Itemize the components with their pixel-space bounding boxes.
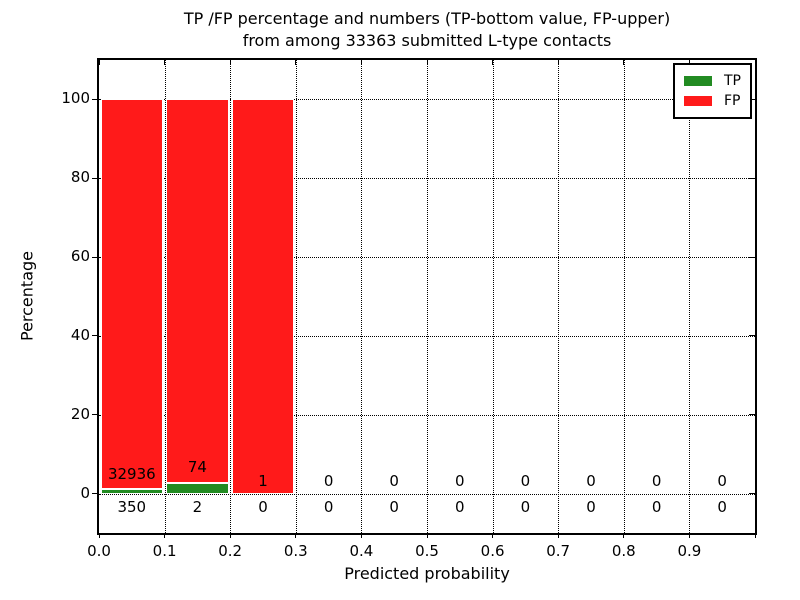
- fp-count-annotation: 32936: [107, 464, 156, 483]
- legend-item-tp: TP: [684, 71, 741, 91]
- fp-count-annotation: 0: [520, 471, 531, 490]
- x-tick-label: 0.5: [415, 542, 439, 560]
- bar-tp-segment: [100, 489, 164, 494]
- y-axis-label: Percentage: [17, 250, 37, 342]
- tp-count-annotation: 0: [520, 497, 531, 516]
- fp-count-annotation: 0: [717, 471, 727, 490]
- x-tick-mark: [98, 533, 100, 538]
- legend-label: TP: [724, 73, 741, 89]
- x-tick-label: 0.6: [480, 542, 505, 560]
- tp-count-annotation: 2: [192, 497, 203, 516]
- x-tick-mark: [426, 533, 428, 538]
- fp-count-annotation: 0: [586, 471, 596, 490]
- x-tick-mark: [360, 533, 362, 538]
- x-tick-label: 0.8: [611, 542, 636, 560]
- tp-count-annotation: 0: [717, 497, 727, 516]
- gridline-vertical: [361, 60, 363, 533]
- tp-count-annotation: 0: [323, 497, 334, 516]
- x-tick-label: 0.9: [677, 542, 702, 560]
- gridline-vertical: [689, 60, 691, 533]
- fp-count-annotation: 0: [651, 471, 662, 490]
- x-tick-mark: [688, 533, 690, 538]
- x-tick-mark: [754, 533, 756, 538]
- x-tick-mark: [164, 533, 166, 538]
- y-tick-label: 0: [80, 483, 90, 502]
- chart-title-line2: from among 33363 submitted L-type contac…: [242, 31, 612, 50]
- x-tick-label: 0.3: [283, 542, 308, 560]
- fp-count-annotation: 0: [323, 471, 334, 490]
- plot-area: TP FP 32936 350 74 2 1 0 0 0 0 0 0 0 0 0 0 0 0 0 0 0: [92, 58, 757, 538]
- x-tick-label: 0.0: [87, 542, 111, 560]
- x-tick-mark: [295, 533, 297, 538]
- gridline-vertical: [230, 60, 232, 533]
- x-tick-label: 0.1: [152, 542, 177, 560]
- tp-count-annotation: 350: [117, 497, 147, 516]
- chart-title-line1: TP /FP percentage and numbers (TP-bottom…: [183, 9, 671, 28]
- x-tick-label: 0.2: [218, 542, 243, 560]
- legend-label: FP: [724, 93, 741, 109]
- y-tick-mark: [92, 256, 98, 258]
- gridline-vertical: [623, 60, 625, 533]
- y-tick-mark: [92, 335, 98, 337]
- bar-fp-segment: [100, 99, 164, 490]
- y-tick-mark: [92, 493, 98, 495]
- tp-count-annotation: 0: [258, 497, 268, 516]
- x-axis-label: Predicted probability: [344, 564, 510, 583]
- fp-count-annotation: 1: [258, 471, 268, 490]
- fp-count-annotation: 0: [389, 471, 399, 490]
- legend-swatch-tp-icon: [684, 76, 712, 86]
- y-tick-mark: [92, 98, 98, 100]
- y-tick-label: 20: [70, 404, 90, 423]
- bar-fp-segment: [231, 99, 295, 494]
- x-tick-label: 0.7: [546, 542, 571, 560]
- x-tick-mark: [492, 533, 494, 538]
- tp-count-annotation: 0: [651, 497, 662, 516]
- x-tick-mark: [557, 533, 559, 538]
- fp-count-annotation: 74: [187, 458, 207, 477]
- bar-fp-segment: [166, 99, 229, 484]
- legend-swatch-fp-icon: [684, 96, 712, 106]
- chart-title: TP /FP percentage and numbers (TP-bottom…: [99, 8, 755, 52]
- bar-tp-segment: [166, 483, 229, 494]
- y-tick-label: 60: [70, 247, 90, 266]
- gridline-vertical: [492, 60, 494, 533]
- legend: TP FP: [673, 63, 752, 119]
- legend-item-fp: FP: [684, 91, 741, 111]
- gridline-vertical: [295, 60, 297, 533]
- y-tick-label: 100: [61, 89, 90, 108]
- y-tick-label: 80: [70, 168, 90, 187]
- tp-count-annotation: 0: [455, 497, 465, 516]
- x-tick-mark-top: [98, 60, 100, 65]
- x-tick-mark: [623, 533, 625, 538]
- y-tick-mark: [92, 414, 98, 416]
- x-tick-label: 0.4: [349, 542, 374, 560]
- fp-count-annotation: 0: [455, 471, 465, 490]
- gridline-vertical: [427, 60, 428, 533]
- tp-count-annotation: 0: [586, 497, 596, 516]
- tp-count-annotation: 0: [389, 497, 399, 516]
- x-tick-mark: [229, 533, 231, 538]
- x-tick-mark-top: [754, 60, 756, 65]
- gridline-vertical: [558, 60, 560, 533]
- y-tick-mark: [92, 177, 98, 179]
- y-tick-label: 40: [70, 325, 90, 344]
- gridline-vertical: [164, 60, 166, 533]
